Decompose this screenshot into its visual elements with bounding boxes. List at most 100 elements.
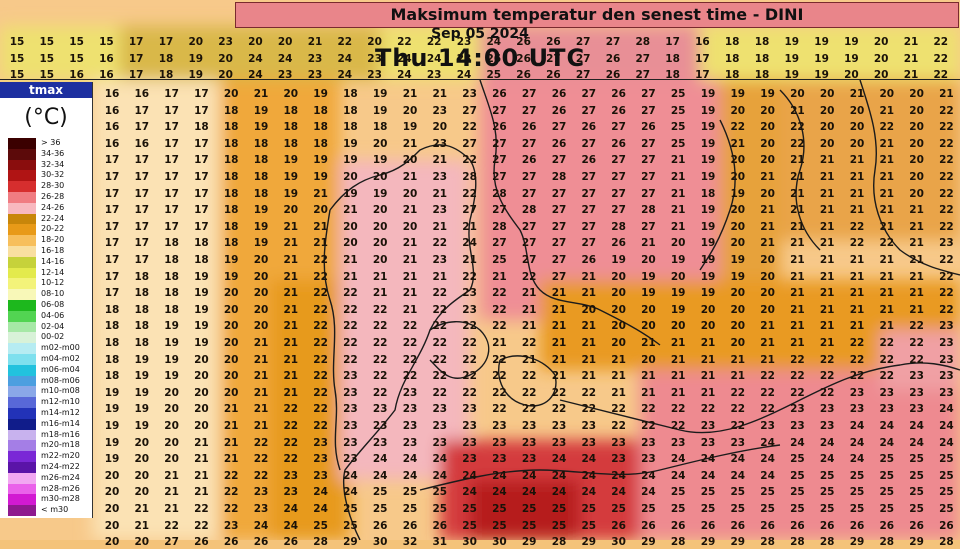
grid-value: 16 [695,36,710,48]
grid-value: 25 [700,486,716,499]
grid-value: 25 [670,121,686,134]
grid-value: 27 [492,154,507,167]
grid-value: 21 [164,486,179,499]
grid-value: 27 [575,69,591,81]
grid-value: 21 [253,386,269,399]
grid-value: 26 [546,36,561,48]
grid-value: 20 [760,104,775,117]
grid-value: 24 [939,403,954,416]
grid-value: 15 [9,36,25,48]
legend-label: 22-24 [41,213,65,223]
grid-value: 22 [492,353,507,366]
grid-value: 25 [939,486,954,499]
grid-value: 24 [372,469,388,482]
grid-value: 22 [641,420,656,432]
grid-value: 25 [313,519,328,532]
grid-value: 21 [134,519,150,532]
grid-value: 21 [402,303,418,316]
grid-value: 20 [611,303,626,316]
grid-value: 16 [104,121,120,134]
grid-value: 22 [730,420,746,432]
grid-value: 21 [819,171,835,183]
grid-value: 22 [933,52,949,65]
grid-value: 24 [730,453,746,466]
grid-value: 17 [134,171,150,183]
grid-value: 19 [760,88,775,100]
legend-item: m22-m20 [0,451,92,462]
grid-value: 17 [128,52,144,65]
grid-value: 25 [700,503,716,515]
grid-value: 19 [134,386,150,399]
grid-value: 24 [551,453,567,466]
grid-value: 22 [879,370,895,383]
grid-value: 21 [760,337,775,349]
grid-value: 18 [253,137,269,150]
color-legend: tmax (°C) > 36 34-36 32-34 30-32 28-30 26-28 2… [0,82,93,518]
legend-item: m14-m12 [0,407,92,419]
grid-value: 24 [849,453,865,466]
grid-value: 21 [253,353,269,366]
grid-value: 27 [551,220,567,233]
grid-value: 21 [551,287,567,300]
grid-value: 27 [575,52,591,65]
legend-item: m12-m10 [0,397,92,408]
grid-value: 18 [104,353,120,366]
legend-item: 02-04 [0,321,92,333]
grid-value: 19 [844,36,859,48]
legend-item: 18-20 [0,235,92,246]
grid-value: 23 [641,436,656,449]
grid-value: 21 [551,337,567,349]
grid-value: 21 [790,320,805,333]
grid-value: 22 [641,403,656,416]
grid-value: 24 [670,469,686,482]
grid-value: 23 [462,403,477,416]
grid-value: 27 [575,36,591,48]
grid-value: 24 [849,420,865,432]
grid-value: 20 [909,187,924,200]
grid-value: 22 [939,287,954,300]
grid-value: 21 [670,154,686,167]
grid-value: 23 [432,254,448,266]
grid-value: 24 [372,453,388,466]
grid-value: 20 [730,337,746,349]
grid-value: 22 [426,36,442,48]
grid-value: 19 [670,303,686,316]
grid-value: 28 [635,36,651,48]
grid-value: 21 [283,337,299,349]
grid-value: 20 [819,137,835,150]
grid-value: 24 [581,486,597,499]
grid-value: 17 [134,104,150,117]
legend-swatch [8,440,36,452]
grid-value: 24 [337,69,353,81]
grid-value: 21 [909,220,924,233]
grid-value: 23 [253,503,269,515]
grid-value: 27 [611,204,626,217]
grid-value: 19 [253,237,269,250]
grid-value: 24 [611,486,626,499]
grid-value: 21 [521,287,537,300]
legend-item: m06-m04 [0,364,92,376]
grid-value: 20 [223,337,239,349]
grid-value: 21 [313,220,328,233]
grid-value: 21 [849,88,865,100]
legend-item: m08-m06 [0,375,92,387]
grid-value: 17 [104,204,120,217]
grid-value: 24 [670,453,686,466]
grid-value: 20 [760,287,775,300]
legend-label: 00-02 [41,332,65,342]
grid-value: 21 [402,254,418,266]
grid-value: 17 [158,36,174,48]
grid-value: 20 [790,88,805,100]
grid-value: 24 [402,469,418,482]
grid-value: 15 [39,69,55,81]
grid-value: 19 [134,420,150,432]
grid-value: 23 [730,436,746,449]
grid-value: 22 [372,320,388,333]
legend-label: 04-06 [41,310,65,320]
grid-value: 22 [611,420,626,432]
grid-value: 19 [611,254,626,266]
grid-value: 23 [432,403,448,416]
grid-value: 18 [134,287,150,300]
grid-value: 19 [253,204,269,217]
grid-value: 26 [700,519,716,532]
